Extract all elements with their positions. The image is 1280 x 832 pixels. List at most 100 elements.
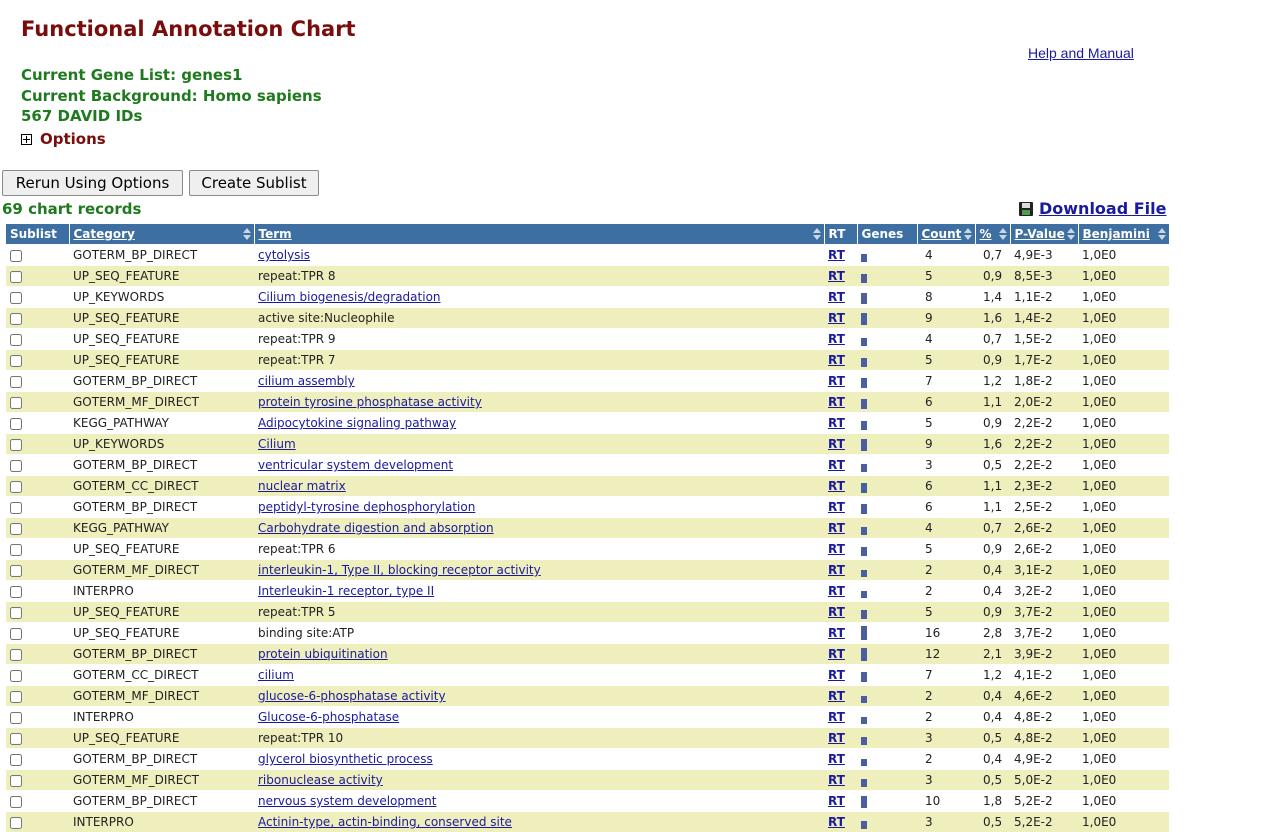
row-checkbox[interactable]: [10, 355, 22, 367]
rt-link[interactable]: RT: [828, 584, 845, 598]
rt-link[interactable]: RT: [828, 521, 845, 535]
genes-bar-icon[interactable]: [861, 648, 867, 661]
genes-bar-icon[interactable]: [861, 570, 867, 577]
options-toggle[interactable]: Options: [21, 130, 106, 148]
rt-link[interactable]: RT: [828, 731, 845, 745]
row-checkbox[interactable]: [10, 523, 22, 535]
genes-bar-icon[interactable]: [861, 439, 867, 451]
genes-bar-icon[interactable]: [861, 313, 867, 325]
rt-link[interactable]: RT: [828, 416, 845, 430]
row-checkbox[interactable]: [10, 649, 22, 661]
rt-link[interactable]: RT: [828, 395, 845, 409]
expand-plus-icon[interactable]: [21, 134, 32, 145]
rt-link[interactable]: RT: [828, 773, 845, 787]
genes-bar-icon[interactable]: [861, 759, 867, 766]
sort-arrows-icon[interactable]: [999, 228, 1007, 240]
rt-link[interactable]: RT: [828, 710, 845, 724]
row-checkbox[interactable]: [10, 313, 22, 325]
row-checkbox[interactable]: [10, 586, 22, 598]
rt-link[interactable]: RT: [828, 458, 845, 472]
genes-bar-icon[interactable]: [861, 821, 867, 829]
sort-arrows-icon[interactable]: [813, 228, 821, 240]
term-link[interactable]: glucose-6-phosphatase activity: [258, 689, 446, 703]
rt-link[interactable]: RT: [828, 563, 845, 577]
rt-link[interactable]: RT: [828, 605, 845, 619]
header-pvalue[interactable]: P-Value: [1010, 224, 1078, 245]
row-checkbox[interactable]: [10, 376, 22, 388]
genes-bar-icon[interactable]: [861, 338, 867, 346]
rt-link[interactable]: RT: [828, 269, 845, 283]
sort-arrows-icon[interactable]: [964, 228, 972, 240]
row-checkbox[interactable]: [10, 544, 22, 556]
genes-bar-icon[interactable]: [861, 527, 867, 535]
rerun-using-options-button[interactable]: Rerun Using Options: [2, 170, 183, 196]
rt-link[interactable]: RT: [828, 626, 845, 640]
term-link[interactable]: Interleukin-1 receptor, type II: [258, 584, 434, 598]
rt-link[interactable]: RT: [828, 332, 845, 346]
genes-bar-icon[interactable]: [861, 254, 867, 262]
term-link[interactable]: nervous system development: [258, 794, 436, 808]
term-link[interactable]: Cilium biogenesis/degradation: [258, 290, 441, 304]
row-checkbox[interactable]: [10, 712, 22, 724]
row-checkbox[interactable]: [10, 691, 22, 703]
row-checkbox[interactable]: [10, 397, 22, 409]
row-checkbox[interactable]: [10, 565, 22, 577]
row-checkbox[interactable]: [10, 481, 22, 493]
rt-link[interactable]: RT: [828, 248, 845, 262]
rt-link[interactable]: RT: [828, 479, 845, 493]
sort-arrows-icon[interactable]: [1067, 228, 1075, 240]
row-checkbox[interactable]: [10, 502, 22, 514]
genes-bar-icon[interactable]: [861, 672, 867, 682]
header-percent[interactable]: %: [975, 224, 1010, 245]
help-and-manual-link[interactable]: Help and Manual: [1028, 45, 1134, 61]
term-link[interactable]: cytolysis: [258, 248, 310, 262]
row-checkbox[interactable]: [10, 817, 22, 829]
rt-link[interactable]: RT: [828, 647, 845, 661]
row-checkbox[interactable]: [10, 271, 22, 283]
term-link[interactable]: interleukin-1, Type II, blocking recepto…: [258, 563, 541, 577]
row-checkbox[interactable]: [10, 670, 22, 682]
genes-bar-icon[interactable]: [861, 779, 867, 787]
term-link[interactable]: Cilium: [258, 437, 296, 451]
genes-bar-icon[interactable]: [861, 358, 867, 367]
row-checkbox[interactable]: [10, 796, 22, 808]
genes-bar-icon[interactable]: [861, 547, 867, 556]
rt-link[interactable]: RT: [828, 500, 845, 514]
term-link[interactable]: protein ubiquitination: [258, 647, 388, 661]
term-link[interactable]: peptidyl-tyrosine dephosphorylation: [258, 500, 475, 514]
rt-link[interactable]: RT: [828, 668, 845, 682]
header-benjamini[interactable]: Benjamini: [1078, 224, 1169, 245]
genes-bar-icon[interactable]: [861, 483, 867, 493]
rt-link[interactable]: RT: [828, 290, 845, 304]
row-checkbox[interactable]: [10, 775, 22, 787]
genes-bar-icon[interactable]: [861, 421, 867, 430]
row-checkbox[interactable]: [10, 439, 22, 451]
create-sublist-button[interactable]: Create Sublist: [189, 170, 319, 196]
rt-link[interactable]: RT: [828, 542, 845, 556]
genes-bar-icon[interactable]: [861, 293, 867, 304]
term-link[interactable]: Actinin-type, actin-binding, conserved s…: [258, 815, 512, 829]
rt-link[interactable]: RT: [828, 311, 845, 325]
genes-bar-icon[interactable]: [861, 626, 867, 640]
genes-bar-icon[interactable]: [861, 737, 867, 745]
term-link[interactable]: ventricular system development: [258, 458, 453, 472]
term-link[interactable]: ribonuclease activity: [258, 773, 383, 787]
row-checkbox[interactable]: [10, 292, 22, 304]
rt-link[interactable]: RT: [828, 752, 845, 766]
genes-bar-icon[interactable]: [861, 274, 867, 283]
sort-arrows-icon[interactable]: [1158, 228, 1166, 240]
header-term[interactable]: Term: [254, 224, 824, 245]
rt-link[interactable]: RT: [828, 437, 845, 451]
genes-bar-icon[interactable]: [861, 696, 867, 703]
term-link[interactable]: cilium: [258, 668, 294, 682]
rt-link[interactable]: RT: [828, 374, 845, 388]
genes-bar-icon[interactable]: [861, 796, 867, 808]
genes-bar-icon[interactable]: [861, 717, 867, 724]
header-count[interactable]: Count: [917, 224, 975, 245]
genes-bar-icon[interactable]: [861, 378, 867, 388]
genes-bar-icon[interactable]: [861, 610, 867, 619]
row-checkbox[interactable]: [10, 628, 22, 640]
download-file-label[interactable]: Download File: [1039, 199, 1167, 218]
row-checkbox[interactable]: [10, 754, 22, 766]
term-link[interactable]: cilium assembly: [258, 374, 355, 388]
